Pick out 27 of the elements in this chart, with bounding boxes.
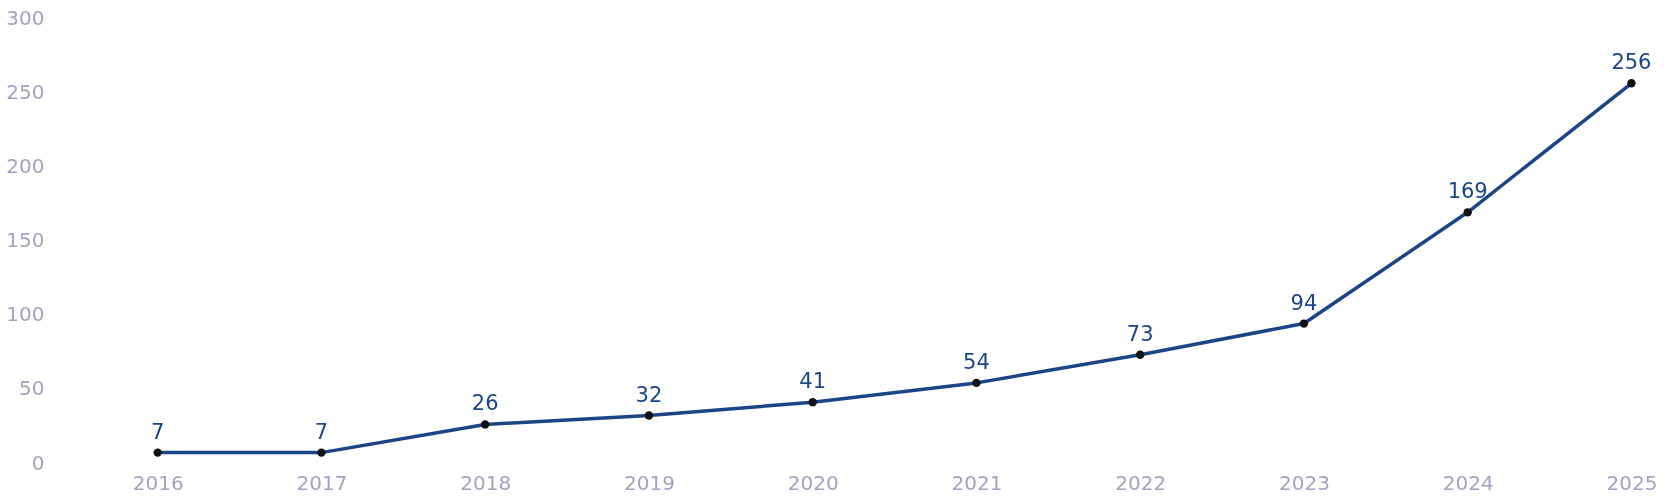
y-tick-label: 200: [6, 153, 45, 178]
y-tick-label: 150: [6, 228, 45, 252]
x-tick-label: 2021: [951, 470, 1003, 495]
y-tick-label: 0: [31, 450, 45, 475]
x-tick-label: 2020: [787, 470, 839, 495]
data-label: 73: [1126, 321, 1154, 346]
x-tick-label: 2025: [1606, 470, 1658, 495]
x-tick-label: 2022: [1115, 470, 1167, 495]
x-tick-label: 2017: [296, 470, 348, 495]
x-tick-label: 2023: [1278, 470, 1330, 495]
y-tick-label: 50: [19, 376, 45, 401]
data-label: 169: [1447, 179, 1488, 204]
x-tick-label: 2019: [623, 470, 675, 495]
y-tick-label: 250: [6, 79, 45, 104]
data-label: 26: [471, 391, 499, 416]
data-label: 32: [635, 382, 663, 407]
x-tick-label: 2018: [460, 470, 512, 495]
data-label: 7: [151, 419, 165, 444]
x-tick-label: 2016: [132, 470, 184, 495]
data-label: 256: [1611, 50, 1652, 75]
y-tick-label: 100: [6, 302, 45, 327]
data-label: 41: [799, 369, 827, 394]
data-label: 94: [1290, 290, 1318, 315]
x-tick-label: 2024: [1442, 470, 1494, 495]
data-label: 54: [963, 349, 990, 374]
data-label: 7: [314, 419, 329, 444]
y-tick-label: 300: [6, 5, 45, 30]
